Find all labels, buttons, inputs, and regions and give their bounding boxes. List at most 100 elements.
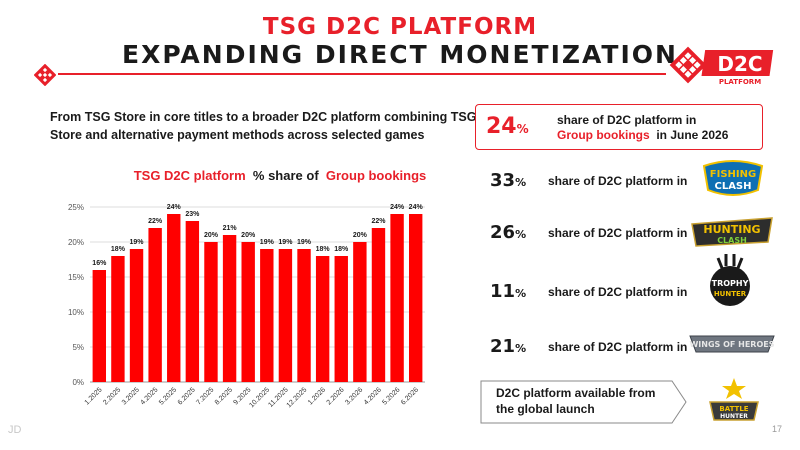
pct-value: 21	[490, 336, 516, 357]
bar	[148, 228, 162, 382]
bar-chart: 0% 5% 10% 15% 20% 25% 16% 1.2025 18% 2.2025 19% 3.2…	[68, 203, 425, 409]
data-label: 23%	[185, 211, 200, 218]
trophy-hunter-logo: TROPHY HUNTER	[710, 254, 750, 306]
data-label: 20%	[241, 232, 256, 239]
data-label: 24%	[167, 204, 182, 211]
bar	[204, 242, 218, 382]
y-tick-label: 5%	[72, 343, 84, 352]
pct-unit: %	[515, 287, 527, 300]
pct-value: 26	[490, 222, 516, 243]
bar	[92, 270, 107, 382]
bar	[260, 249, 274, 382]
game-name-line1: FISHING	[710, 169, 756, 180]
game-name-line2: HUNTER	[714, 290, 747, 298]
bar	[297, 249, 311, 382]
launch-text: D2C platform available from the global l…	[496, 386, 656, 416]
game-name-line2: CLASH	[717, 236, 747, 245]
data-label: 18%	[111, 246, 126, 253]
launch-callout-box	[480, 380, 687, 424]
x-tick-label: 8.2025	[214, 386, 234, 406]
game-row-pct: 33%	[490, 170, 526, 191]
game-name-line1: TROPHY	[712, 279, 749, 288]
x-tick-label: 4.2025	[139, 386, 159, 406]
x-tick-label: 1.2025	[84, 386, 104, 406]
data-label: 16%	[92, 260, 107, 267]
highlight-pct-value: 24	[486, 114, 517, 139]
x-tick-label: 3.2026	[344, 386, 364, 406]
bar	[185, 221, 200, 382]
game-name-line1: HUNTING	[703, 223, 760, 236]
chart-title-part1: TSG D2C platform	[133, 168, 246, 183]
y-tick-label: 25%	[68, 203, 84, 212]
game-row-pct: 11%	[490, 281, 526, 302]
data-label: 21%	[223, 225, 238, 232]
game-row-text: share of D2C platform in	[548, 340, 688, 354]
footer-initials: JD	[8, 424, 22, 436]
data-label: 18%	[316, 246, 331, 253]
data-label: 18%	[334, 246, 349, 253]
highlight-line1: share of D2C platform in	[557, 113, 697, 127]
bar	[167, 214, 181, 382]
x-tick-label: 3.2025	[121, 386, 141, 406]
game-row-text: share of D2C platform in	[548, 174, 688, 188]
data-label: 19%	[130, 239, 145, 246]
x-tick-label: 6.2025	[177, 386, 197, 406]
game-row-pct: 26%	[490, 222, 526, 243]
highlight-percent: 24%	[486, 114, 529, 139]
pct-unit: %	[515, 228, 527, 241]
bar	[371, 228, 386, 382]
bar	[334, 256, 348, 382]
bar	[353, 242, 367, 382]
data-label: 24%	[409, 204, 424, 211]
chart-title-part2: % share of	[252, 168, 319, 183]
x-tick-label: 7.2025	[195, 386, 215, 406]
title-divider	[58, 73, 666, 75]
wings-of-heroes-logo: WINGS OF HEROES	[689, 335, 775, 353]
chart-title: TSG D2C platform % share of Group bookin…	[0, 168, 560, 183]
fishing-clash-logo: FISHING CLASH	[702, 160, 764, 196]
x-tick-label: 5.2025	[158, 386, 178, 406]
highlight-line2-red: Group bookings	[557, 128, 650, 142]
game-name-line2: HUNTER	[720, 413, 748, 420]
page-title: TSG D2C PLATFORM	[262, 14, 538, 40]
d2c-platform-logo: D2C PLATFORM	[669, 46, 774, 86]
x-tick-label: 4.2026	[363, 386, 383, 406]
game-name-line1: WINGS OF HEROES	[689, 340, 774, 349]
bar	[408, 214, 423, 382]
page-number: 17	[772, 424, 783, 434]
pct-unit: %	[515, 176, 527, 189]
pct-value: 33	[490, 170, 516, 191]
data-label: 19%	[260, 239, 275, 246]
chart-title-part3: Group bookings	[325, 168, 427, 183]
page-subtitle: EXPANDING DIRECT MONETIZATION	[122, 40, 678, 69]
battle-hunter-logo: BATTLE HUNTER	[709, 378, 759, 421]
x-tick-label: 5.2026	[381, 386, 401, 406]
brand-logo-sub: PLATFORM	[719, 78, 761, 86]
bar	[278, 249, 293, 382]
y-tick-label: 15%	[68, 273, 84, 282]
data-label: 19%	[297, 239, 312, 246]
bar	[241, 242, 255, 382]
game-row-text: share of D2C platform in	[548, 285, 688, 299]
y-tick-label: 10%	[68, 308, 84, 317]
game-row-pct: 21%	[490, 336, 526, 357]
highlight-text: share of D2C platform in Group bookings …	[557, 113, 728, 143]
pct-value: 11	[490, 281, 516, 302]
bar	[390, 214, 404, 382]
data-label: 22%	[148, 218, 163, 225]
diamond-logo-icon	[34, 64, 56, 86]
data-label: 22%	[371, 218, 386, 225]
hunting-clash-logo: HUNTING CLASH	[691, 217, 773, 247]
data-label: 20%	[204, 232, 219, 239]
highlight-line2-rest: in June 2026	[656, 128, 729, 142]
x-tick-label: 2.2026	[326, 386, 346, 406]
y-tick-label: 20%	[68, 238, 84, 247]
pct-unit: %	[515, 342, 527, 355]
x-tick-label: 12.2025	[286, 386, 309, 409]
x-tick-label: 2.2025	[102, 386, 122, 406]
game-name-line2: CLASH	[714, 181, 751, 192]
data-label: 24%	[390, 204, 405, 211]
highlight-box	[475, 104, 763, 150]
intro-text: From TSG Store in core titles to a broad…	[50, 110, 477, 142]
game-name-line1: BATTLE	[719, 405, 748, 413]
